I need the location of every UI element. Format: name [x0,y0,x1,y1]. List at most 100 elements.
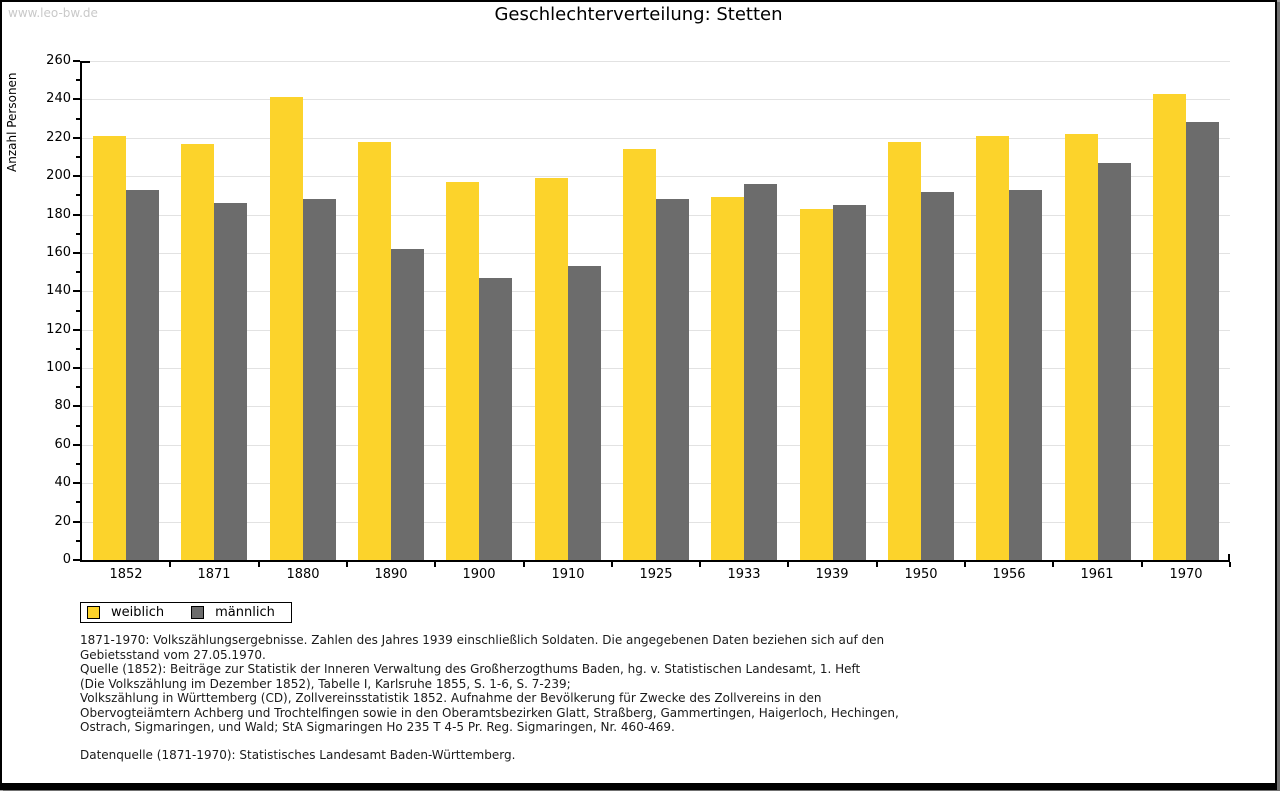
y-tick-label: 260 [46,53,71,68]
footer-note-line: Quelle (1852): Beiträge zur Statistik de… [80,662,861,676]
y-minor-tick [76,271,80,273]
y-minor-tick [76,233,80,235]
y-tick [73,521,80,523]
y-tick [73,98,80,100]
x-tick [699,562,701,567]
gridline-220 [82,138,1230,139]
x-category-label: 1950 [904,567,938,582]
bar-männlich-1939 [833,205,866,560]
bar-weiblich-1925 [623,149,656,560]
gridline-240 [82,99,1230,100]
y-minor-tick [76,310,80,312]
footer-note-line: 1871-1970: Volkszählungsergebnisse. Zahl… [80,633,885,647]
legend-item-weiblich: weiblich [87,606,164,619]
x-category-label: 1890 [374,567,408,582]
bar-männlich-1852 [126,190,159,560]
x-tick [169,562,171,567]
x-tick [1052,562,1054,567]
x-category-label: 1970 [1169,567,1203,582]
bar-männlich-1880 [303,199,336,560]
chart-title: Geschlechterverteilung: Stetten [494,4,783,25]
bar-weiblich-1933 [711,197,744,560]
x-category-label: 1925 [639,567,673,582]
bar-weiblich-1871 [181,144,214,560]
y-tick-label: 120 [46,322,71,337]
x-tick [346,562,348,567]
y-tick-label: 0 [62,552,71,567]
bar-weiblich-1880 [270,97,303,560]
y-tick-label: 100 [46,360,71,375]
bar-weiblich-1950 [888,142,921,560]
bar-männlich-1910 [568,266,601,560]
x-tick [964,562,966,567]
y-tick-label: 20 [54,514,71,529]
footer-note-line: (Die Volkszählung im Dezember 1852), Tab… [80,676,571,691]
y-minor-tick [76,540,80,542]
bar-weiblich-1852 [93,136,126,560]
y-minor-tick [76,425,80,427]
footer-notes: 1871-1970: Volkszählungsergebnisse. Zahl… [80,633,1180,762]
x-category-label: 1961 [1080,567,1114,582]
y-axis-end-tick [82,61,90,63]
x-axis-line [80,560,1230,562]
bar-männlich-1950 [921,192,954,560]
legend: weiblich männlich [80,602,292,623]
y-minor-tick [76,79,80,81]
y-tick-label: 220 [46,130,71,145]
x-category-label: 1871 [197,567,231,582]
y-tick-label: 40 [54,475,71,490]
y-minor-tick [76,118,80,120]
x-axis-end-tick [1228,554,1230,560]
watermark: www.leo-bw.de [8,6,98,20]
y-minor-tick [76,156,80,158]
y-minor-tick [76,386,80,388]
y-minor-tick [76,501,80,503]
x-tick [611,562,613,567]
legend-label: männlich [215,605,275,620]
y-axis-line [80,61,82,562]
x-tick [1229,562,1231,567]
y-tick [73,559,80,561]
x-tick [434,562,436,567]
x-tick [787,562,789,567]
bar-männlich-1956 [1009,190,1042,560]
y-tick [73,367,80,369]
x-tick [876,562,878,567]
x-category-label: 1956 [992,567,1026,582]
x-category-label: 1900 [462,567,496,582]
y-tick [73,482,80,484]
x-category-label: 1939 [815,567,849,582]
y-tick [73,444,80,446]
x-tick [523,562,525,567]
footer-spacer [80,735,1180,748]
footer-note-line: Obervogteiämtern Achberg und Trochtelfin… [80,705,899,720]
x-category-label: 1910 [551,567,585,582]
bar-männlich-1970 [1186,122,1219,560]
bar-weiblich-1956 [976,136,1009,560]
x-category-label: 1852 [109,567,143,582]
datasource-line: Datenquelle (1871-1970): Statistisches L… [80,747,516,762]
legend-swatch-männlich [191,606,205,619]
bar-männlich-1900 [479,278,512,560]
y-tick [73,137,80,139]
bar-weiblich-1970 [1153,94,1186,560]
y-tick [73,175,80,177]
y-minor-tick [76,348,80,350]
x-tick [258,562,260,567]
x-category-label: 1880 [286,567,320,582]
bar-weiblich-1910 [535,178,568,560]
y-tick-label: 140 [46,283,71,298]
y-tick [73,252,80,254]
x-category-label: 1933 [727,567,761,582]
y-tick [73,329,80,331]
bar-weiblich-1939 [800,209,833,560]
bar-männlich-1871 [214,203,247,560]
legend-swatch-weiblich [87,606,100,619]
y-tick [73,60,80,62]
y-tick-label: 240 [46,91,71,106]
y-tick [73,214,80,216]
footer-note-line: Ostrach, Sigmaringen, und Wald; StA Sigm… [80,720,675,734]
bar-weiblich-1900 [446,182,479,560]
y-tick-label: 180 [46,207,71,222]
